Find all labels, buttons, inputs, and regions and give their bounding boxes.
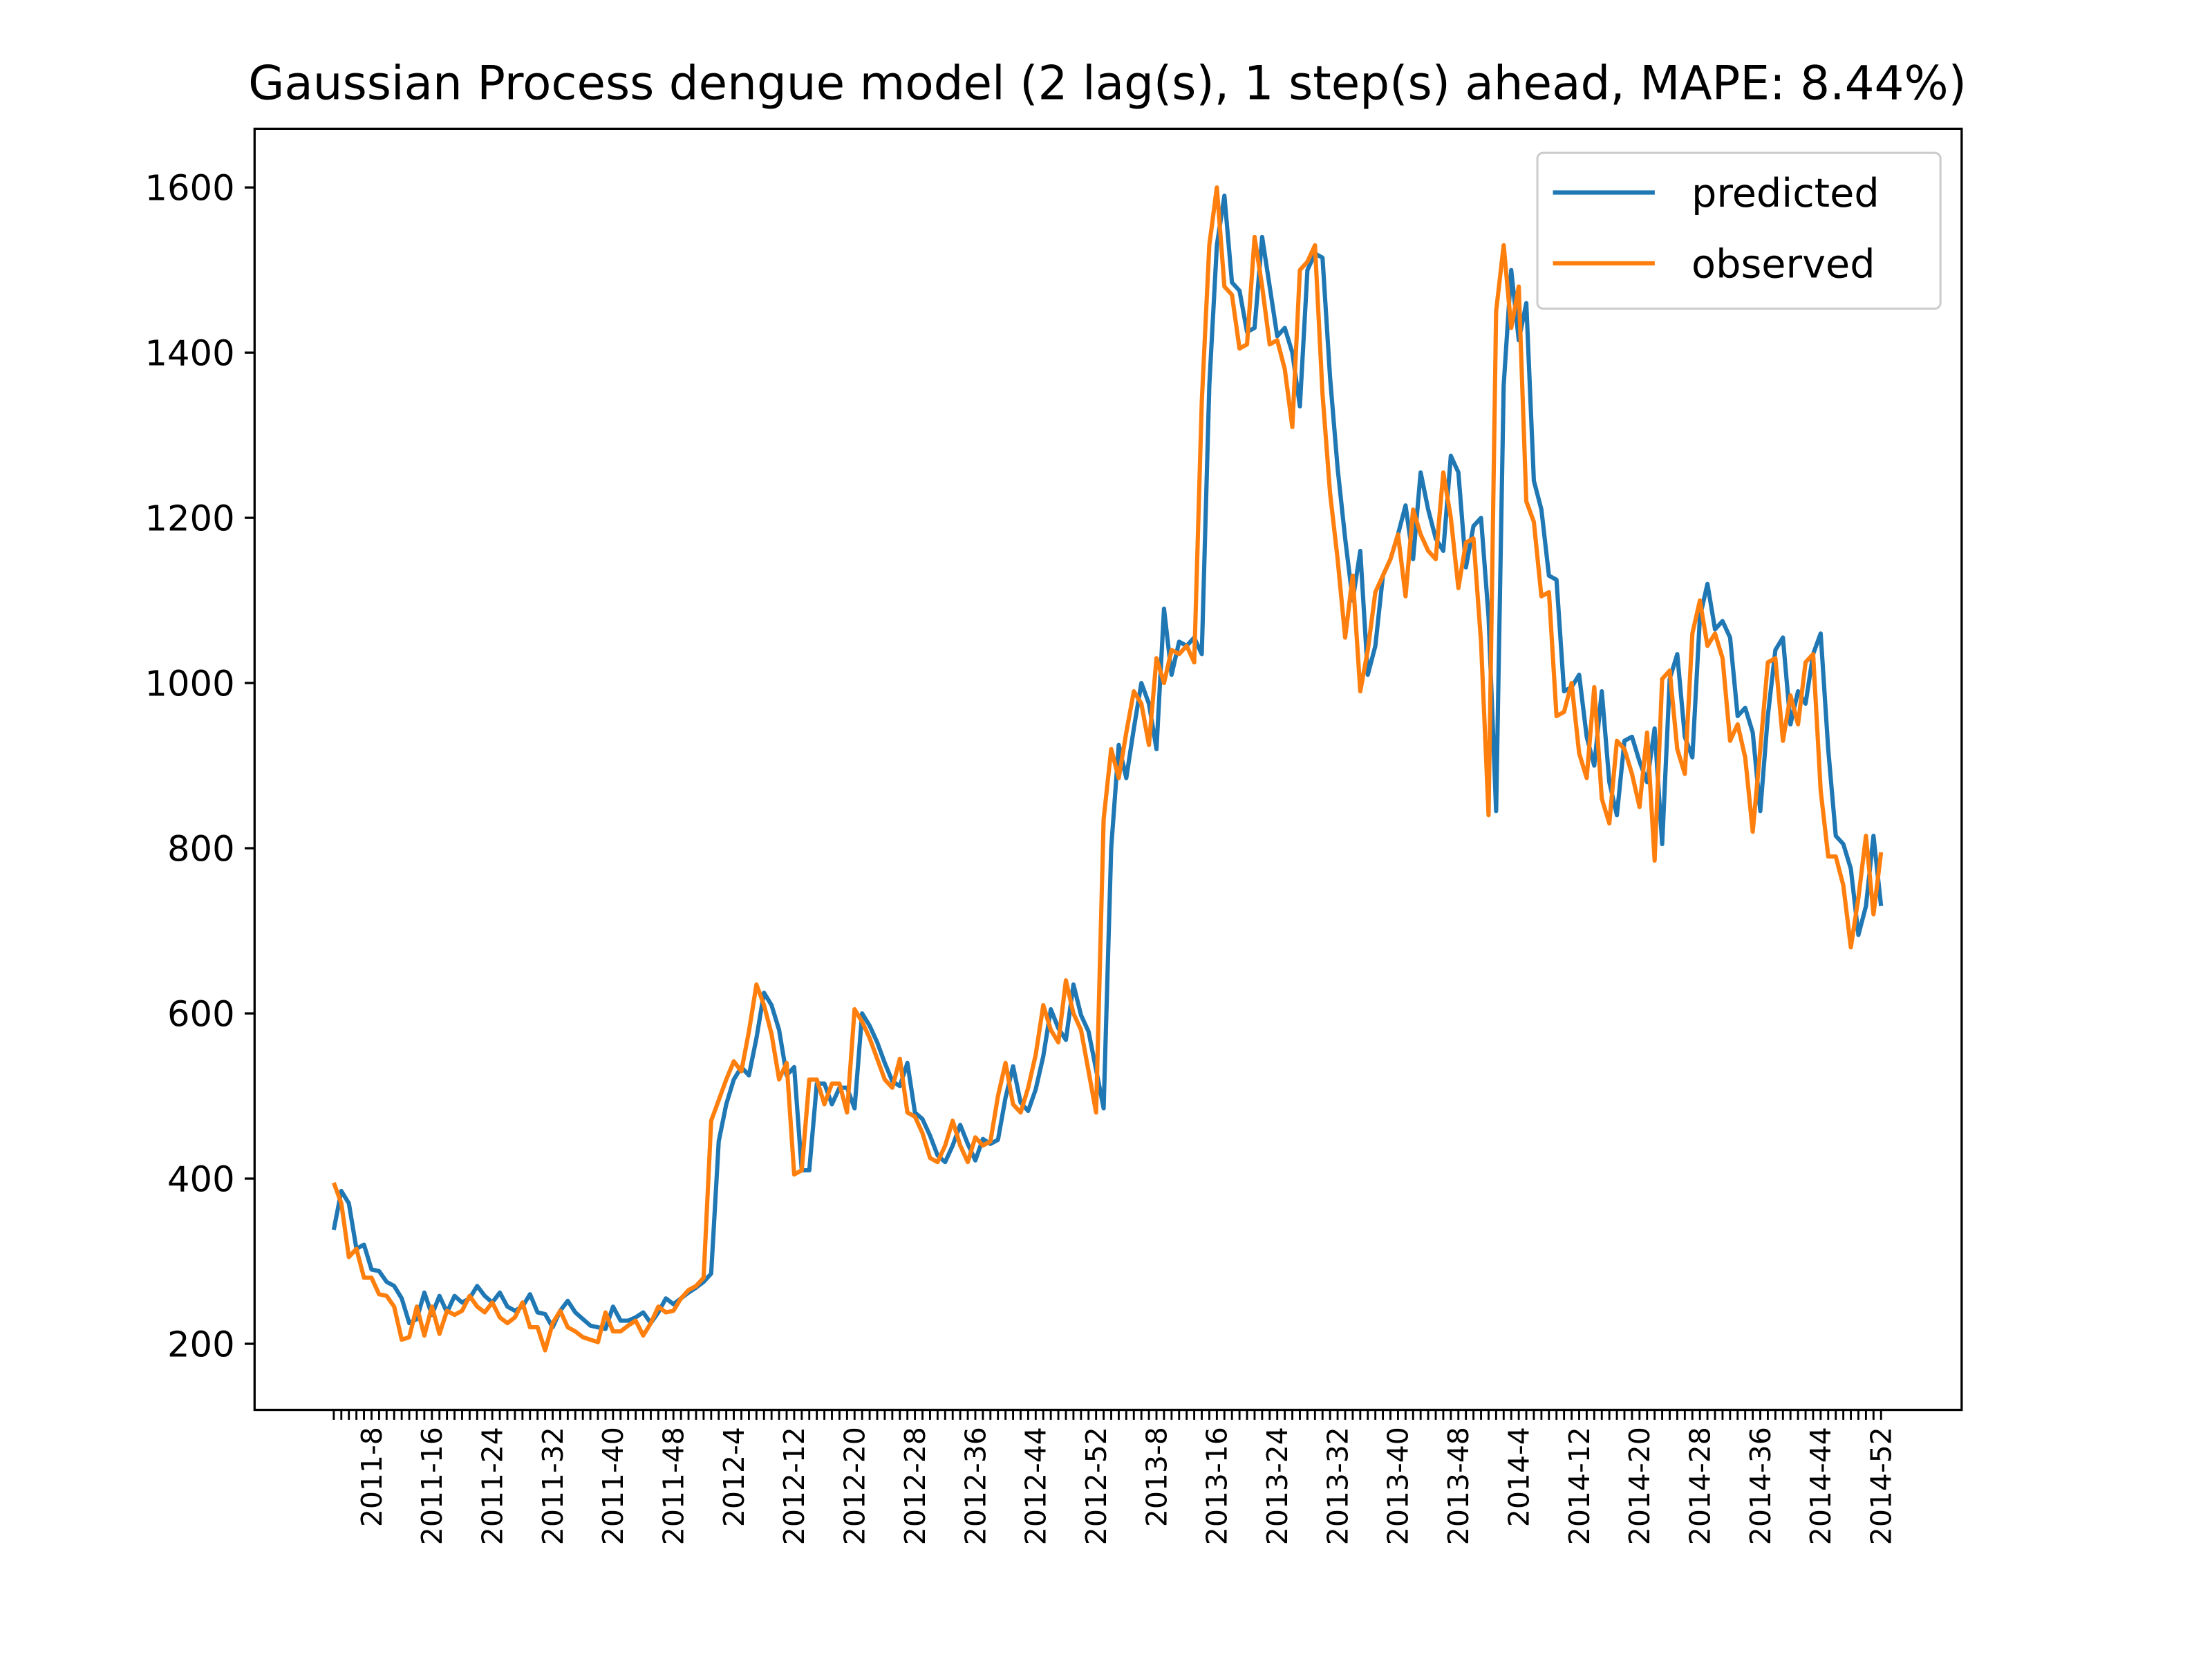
y-tick-label: 600 [167, 994, 235, 1035]
x-tick-label: 2012-44 [1020, 1427, 1053, 1545]
x-tick-label: 2012-4 [718, 1427, 751, 1527]
x-tick-label: 2011-40 [597, 1427, 630, 1545]
x-tick-label: 2013-48 [1442, 1427, 1475, 1545]
chart-title: Gaussian Process dengue model (2 lag(s),… [248, 55, 1967, 110]
x-tick-label: 2014-52 [1865, 1427, 1898, 1545]
x-tick-label: 2013-16 [1201, 1427, 1234, 1545]
x-tick-label: 2014-28 [1684, 1427, 1717, 1545]
plot-frame [253, 127, 1963, 1412]
x-tick-label: 2014-36 [1744, 1427, 1777, 1545]
x-tick-label: 2011-16 [415, 1427, 449, 1545]
x-tick-label: 2012-28 [899, 1427, 932, 1545]
y-tick-label: 200 [167, 1324, 235, 1365]
x-tick-label: 2011-24 [476, 1427, 509, 1545]
x-tick-label: 2013-24 [1261, 1427, 1294, 1545]
x-tick-label: 2011-8 [355, 1427, 388, 1527]
x-tick-label: 2013-40 [1382, 1427, 1415, 1545]
x-tick-label: 2012-36 [959, 1427, 992, 1545]
x-tick-label: 2014-20 [1623, 1427, 1656, 1545]
y-tick-label: 1000 [144, 664, 234, 705]
series-line [331, 194, 1884, 1331]
y-tick-label: 1600 [144, 169, 234, 209]
x-tick-label: 2012-12 [778, 1427, 811, 1545]
y-tick-label: 400 [167, 1159, 235, 1200]
x-tick-label: 2014-12 [1563, 1427, 1596, 1545]
y-tick-label: 1200 [144, 499, 234, 540]
x-tick-label: 2011-48 [657, 1427, 691, 1545]
legend-label: predicted [1691, 170, 1880, 216]
x-tick-label: 2011-32 [536, 1427, 570, 1545]
x-tick-label: 2013-32 [1321, 1427, 1354, 1545]
x-tick-label: 2013-8 [1140, 1427, 1173, 1527]
x-tick-label: 2014-44 [1804, 1427, 1837, 1545]
legend-label: observed [1691, 241, 1875, 287]
x-tick-label: 2014-4 [1502, 1427, 1535, 1527]
series-line [331, 185, 1884, 1353]
y-tick-label: 800 [167, 829, 235, 870]
y-tick-label: 1400 [144, 334, 234, 375]
x-tick-label: 2012-20 [838, 1427, 872, 1545]
x-tick-label: 2012-52 [1080, 1427, 1113, 1545]
